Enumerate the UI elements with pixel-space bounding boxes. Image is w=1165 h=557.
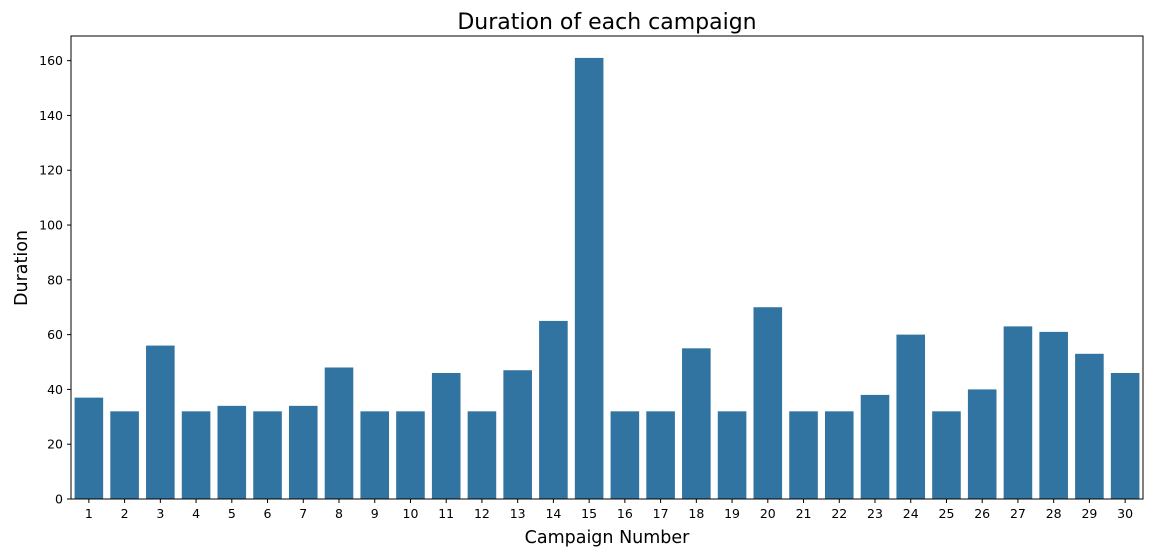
bar-campaign-7 [288,405,318,499]
x-tick-label: 11 [438,506,454,521]
bar-campaign-17 [646,411,675,499]
x-tick-label: 4 [192,506,200,521]
y-tick-label: 120 [39,163,63,178]
x-tick-label: 1 [85,506,93,521]
x-tick-label: 27 [1010,506,1026,521]
bar-campaign-21 [789,411,818,499]
bar-campaign-9 [360,411,390,499]
x-tick-label: 12 [474,506,490,521]
y-axis-label: Duration [12,230,32,306]
x-tick-label: 29 [1081,506,1097,521]
bar-campaign-1 [74,397,104,499]
bar-campaign-5 [217,405,247,499]
x-tick-label: 18 [688,506,704,521]
bar-campaign-3 [146,345,175,499]
bar-campaign-16 [610,411,640,499]
y-tick-label: 140 [39,108,63,123]
y-tick-label: 40 [47,382,63,397]
y-tick-label: 80 [47,272,63,287]
bar-campaign-26 [967,389,997,499]
y-tick-label: 160 [39,53,63,68]
x-tick-label: 3 [156,506,164,521]
bar-campaign-4 [181,411,211,499]
x-tick-label: 2 [121,506,129,521]
bar-campaign-19 [717,411,747,499]
x-tick-label: 20 [760,506,776,521]
x-tick-label: 26 [974,506,990,521]
x-tick-label: 5 [228,506,236,521]
bar-campaign-15 [574,57,604,499]
x-tick-label: 24 [903,506,919,521]
x-tick-label: 21 [796,506,812,521]
x-axis-ticks: 1 2 3 4 5 6 7 8 9 10 11 12 13 14 15 16 17 18 19 20 21 22 23 24 2… [85,499,1133,521]
bar-campaign-30 [1110,372,1140,499]
bars-group [74,57,1140,499]
x-tick-label: 7 [299,506,307,521]
x-tick-label: 30 [1117,506,1133,521]
x-tick-label: 17 [653,506,669,521]
bar-campaign-8 [324,367,354,499]
bar-campaign-11 [431,372,461,499]
y-axis-ticks: 0 20 40 60 80 100 120 140 160 [39,53,71,507]
bar-campaign-28 [1039,331,1068,499]
x-tick-label: 25 [939,506,955,521]
y-tick-label: 20 [47,437,63,452]
bar-campaign-23 [860,394,890,499]
bar-campaign-29 [1075,353,1104,499]
bar-campaign-27 [1003,326,1033,499]
x-tick-label: 22 [831,506,847,521]
x-tick-label: 28 [1046,506,1062,521]
bar-campaign-10 [396,411,425,499]
bar-campaign-12 [467,411,497,499]
bar-campaign-2 [110,411,139,499]
x-tick-label: 13 [510,506,526,521]
plot-frame [70,35,1144,500]
x-axis-label: Campaign Number [525,528,691,548]
x-tick-label: 10 [403,506,419,521]
bar-campaign-24 [896,334,926,499]
y-tick-label: 0 [55,492,63,507]
x-tick-label: 19 [724,506,740,521]
bar-campaign-25 [932,411,961,499]
x-tick-label: 23 [867,506,883,521]
x-tick-label: 6 [264,506,272,521]
bar-campaign-6 [253,411,282,499]
x-tick-label: 8 [335,506,343,521]
x-tick-label: 9 [371,506,379,521]
chart-title: Duration of each campaign [457,10,756,35]
bar-campaign-20 [753,307,783,499]
y-tick-label: 60 [47,327,63,342]
bar-campaign-18 [682,348,711,499]
x-tick-label: 16 [617,506,633,521]
bar-campaign-22 [824,411,854,499]
y-tick-label: 100 [39,218,63,233]
bar-campaign-13 [503,370,532,499]
x-tick-label: 15 [581,506,597,521]
x-tick-label: 14 [545,506,561,521]
bar-campaign-14 [539,320,568,499]
